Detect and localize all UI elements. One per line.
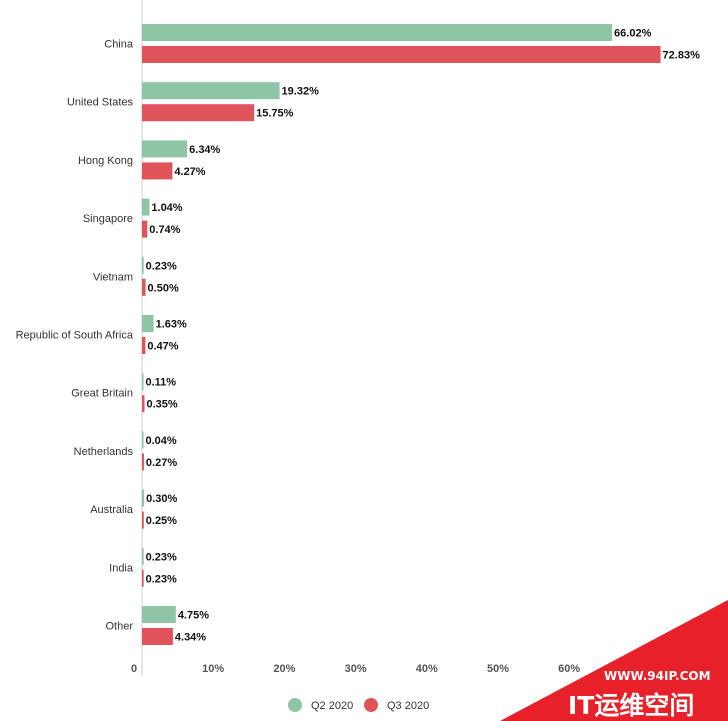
data-label: 0.27% — [146, 457, 177, 469]
bar-q3[interactable] — [142, 628, 173, 645]
data-label: 0.23% — [146, 551, 177, 563]
bar-q3[interactable] — [142, 104, 255, 122]
x-tick-label: 20% — [273, 663, 295, 675]
data-label: 19.32% — [282, 86, 320, 98]
data-label: 4.27% — [174, 166, 205, 178]
bars-group: 66.02% 72.83% 19.32% 15.75% 6.34% 4.27% 1.04% 0… — [142, 24, 700, 645]
data-label: 0.25% — [146, 515, 177, 527]
category-label: Vietnam — [93, 271, 133, 283]
bar-q3[interactable] — [142, 395, 145, 413]
x-tick-label: 50% — [487, 663, 509, 675]
x-tick-label: 60% — [558, 663, 580, 675]
data-label: 4.75% — [178, 610, 209, 622]
data-label: 0.23% — [146, 573, 177, 585]
category-label: Hong Kong — [78, 155, 133, 167]
bar-q2[interactable] — [142, 373, 144, 391]
data-label: 72.83% — [663, 50, 701, 62]
x-axis-ticks: 0 10% 20% 30% 40% 50% 60% — [131, 663, 580, 675]
category-label: Netherlands — [74, 446, 134, 458]
bar-q3[interactable] — [142, 220, 148, 238]
bar-q3[interactable] — [142, 337, 146, 354]
bar-q2[interactable] — [142, 140, 188, 158]
category-label: Great Britain — [71, 388, 133, 400]
data-label: 1.63% — [156, 319, 187, 331]
legend-swatch[interactable] — [364, 698, 378, 712]
data-label: 0.11% — [146, 377, 177, 389]
legend[interactable]: Q2 2020 Q3 2020 — [288, 698, 429, 712]
data-label: 4.34% — [175, 632, 206, 644]
data-label: 66.02% — [614, 28, 652, 40]
data-label: 0.23% — [146, 260, 177, 272]
data-label: 0.30% — [146, 493, 177, 505]
bar-q2[interactable] — [142, 606, 176, 623]
bar-q2[interactable] — [142, 547, 144, 565]
data-label: 6.34% — [189, 144, 220, 156]
category-label: Other — [105, 621, 133, 633]
data-label: 0.47% — [147, 341, 178, 353]
data-label: 0.04% — [146, 435, 177, 447]
x-tick-label: 0 — [131, 663, 137, 675]
bar-q2[interactable] — [142, 489, 145, 507]
bar-q3[interactable] — [142, 278, 146, 296]
bar-q2[interactable] — [142, 256, 144, 274]
x-tick-label: 10% — [202, 663, 224, 675]
bar-q3[interactable] — [142, 569, 144, 587]
data-label: 0.50% — [148, 282, 179, 294]
bar-q3[interactable] — [142, 453, 144, 471]
data-label: 15.75% — [256, 108, 294, 120]
bar-q3[interactable] — [142, 46, 661, 63]
x-tick-label: 30% — [345, 663, 367, 675]
bar-q2[interactable] — [142, 315, 154, 332]
category-labels: China United States Hong Kong Singapore Viet… — [16, 39, 134, 633]
category-label: Republic of South Africa — [16, 330, 134, 342]
legend-label[interactable]: Q2 2020 — [311, 700, 353, 712]
bar-q2[interactable] — [142, 198, 150, 216]
category-label: United States — [67, 97, 134, 109]
bar-q3[interactable] — [142, 511, 144, 529]
data-label: 0.35% — [146, 399, 177, 411]
legend-swatch[interactable] — [288, 698, 302, 712]
legend-label[interactable]: Q3 2020 — [387, 700, 429, 712]
x-tick-label: 40% — [416, 663, 438, 675]
bar-q2[interactable] — [142, 82, 280, 100]
category-label: India — [109, 562, 134, 574]
bar-q2[interactable] — [142, 431, 144, 449]
data-label: 0.74% — [149, 224, 180, 236]
bar-q3[interactable] — [142, 162, 173, 180]
category-label: China — [104, 39, 134, 51]
bar-q2[interactable] — [142, 24, 613, 41]
data-label: 1.04% — [151, 202, 182, 214]
category-label: Singapore — [83, 213, 133, 225]
category-label: Australia — [90, 504, 134, 516]
